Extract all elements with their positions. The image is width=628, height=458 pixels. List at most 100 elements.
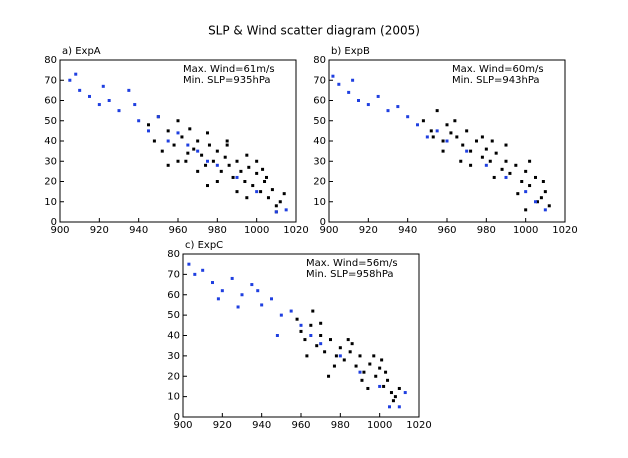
point	[535, 200, 539, 204]
point	[475, 139, 478, 143]
point	[378, 384, 382, 388]
x-tick-label: 940	[398, 225, 417, 236]
point	[251, 184, 255, 188]
point	[309, 334, 313, 337]
point	[311, 309, 315, 313]
point	[528, 159, 532, 163]
point	[393, 395, 397, 399]
point	[331, 74, 335, 78]
x-tick-label: 1020	[406, 420, 431, 431]
point	[223, 155, 227, 159]
point	[260, 303, 264, 307]
point	[516, 192, 520, 196]
y-tick-label: 40	[313, 136, 326, 147]
y-tick-label: 0	[320, 217, 326, 228]
point	[342, 358, 346, 362]
point	[421, 119, 425, 123]
point	[255, 171, 259, 175]
point	[492, 175, 496, 179]
point	[215, 180, 219, 183]
y-tick-label: 0	[51, 217, 57, 228]
x-tick-label: 1020	[283, 225, 308, 236]
point	[358, 354, 362, 358]
point	[196, 149, 200, 153]
point	[188, 127, 192, 131]
point	[166, 163, 170, 167]
point	[236, 305, 240, 309]
point	[78, 88, 82, 92]
y-tick-label: 80	[44, 55, 57, 66]
point	[435, 109, 439, 113]
point	[425, 135, 429, 139]
point	[465, 149, 469, 153]
point	[147, 123, 150, 127]
point	[245, 153, 249, 157]
annotation: Min. SLP=943hPa	[452, 75, 540, 86]
point	[543, 190, 547, 194]
x-tick-label: 1000	[367, 420, 392, 431]
x-tick-label: 980	[208, 225, 227, 236]
point	[396, 105, 400, 109]
point	[332, 364, 336, 368]
point	[484, 147, 488, 151]
point	[543, 208, 547, 212]
point	[235, 190, 239, 194]
point	[192, 147, 196, 151]
point	[338, 346, 342, 350]
point	[391, 399, 395, 403]
point	[441, 149, 445, 153]
point	[520, 180, 524, 183]
point	[279, 313, 283, 317]
point	[514, 163, 518, 167]
point	[245, 196, 249, 200]
y-tick-label: 30	[167, 351, 180, 362]
x-tick-label: 980	[477, 225, 496, 236]
point	[215, 149, 219, 153]
x-tick-label: 920	[90, 225, 109, 236]
y-tick-label: 40	[167, 331, 180, 342]
point	[289, 309, 293, 313]
point	[211, 281, 214, 285]
point	[348, 350, 352, 354]
point	[206, 159, 209, 163]
point	[295, 317, 299, 321]
point	[160, 149, 164, 153]
point	[337, 82, 341, 86]
point	[445, 123, 449, 127]
y-tick-label: 50	[167, 310, 180, 321]
point	[358, 370, 362, 374]
y-tick-label: 60	[167, 290, 180, 301]
point	[524, 190, 528, 194]
point	[282, 192, 286, 196]
point	[403, 391, 407, 395]
point	[166, 139, 170, 143]
point	[397, 405, 401, 409]
point	[494, 151, 498, 155]
x-tick-label: 900	[173, 420, 192, 431]
point	[465, 129, 469, 133]
point	[201, 268, 205, 272]
point	[225, 139, 229, 143]
point	[227, 163, 231, 167]
point	[327, 374, 331, 378]
x-tick-label: 940	[252, 420, 271, 431]
x-tick-label: 960	[437, 225, 456, 236]
point	[117, 109, 121, 113]
point	[207, 143, 211, 147]
point	[261, 167, 265, 171]
x-tick-label: 920	[213, 420, 232, 431]
point	[196, 139, 200, 143]
x-tick-label: 900	[319, 225, 338, 236]
point	[206, 131, 209, 135]
y-tick-label: 60	[313, 96, 326, 107]
point	[541, 180, 545, 183]
point	[299, 323, 303, 327]
point	[101, 84, 105, 88]
point	[270, 188, 274, 192]
panel-title: a) ExpA	[62, 46, 101, 57]
point	[354, 364, 358, 368]
point	[220, 289, 224, 293]
point	[247, 165, 251, 169]
y-tick-label: 70	[44, 75, 57, 86]
